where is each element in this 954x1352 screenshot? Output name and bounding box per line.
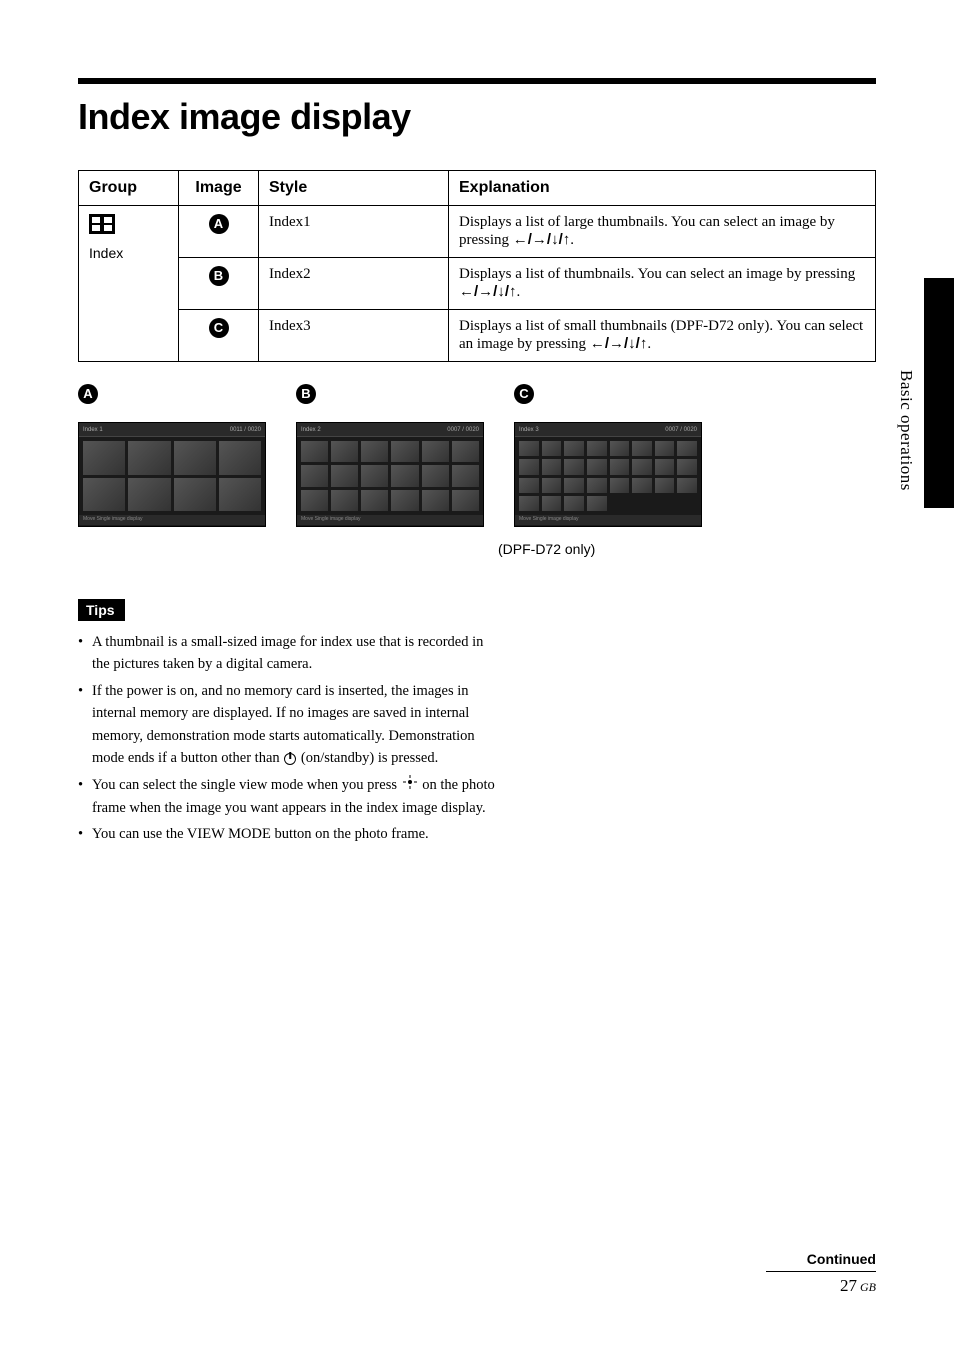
style-cell: Index3 <box>259 310 449 362</box>
exp-pre: Displays a list of thumbnails. You can s… <box>459 266 855 282</box>
page-container: Index image display Group Image Style Ex… <box>0 0 954 1352</box>
thumb-header: Index 3 0007 / 0020 <box>515 423 701 437</box>
tips-item: You can select the single view mode when… <box>78 774 498 819</box>
letter-c-icon: C <box>209 318 229 338</box>
tips-text: You can select the single view mode when… <box>92 777 401 793</box>
page-num-value: 27 <box>840 1276 857 1295</box>
power-icon <box>284 753 296 765</box>
arrow-icons: ←/→/↓/↑ <box>513 231 571 248</box>
th-style: Style <box>259 171 449 206</box>
thumb-header-left: Index 2 <box>301 427 321 433</box>
thumb-header-right: 0007 / 0020 <box>447 427 479 433</box>
thumb-header-right: 0007 / 0020 <box>665 427 697 433</box>
table-row: C Index3 Displays a list of small thumbn… <box>79 310 876 362</box>
continued-label: Continued <box>766 1251 876 1267</box>
thumb-header: Index 2 0007 / 0020 <box>297 423 483 437</box>
thumb-block-b: B Index 2 0007 / 0020 Move Single image d… <box>296 384 484 527</box>
th-group: Group <box>79 171 179 206</box>
enter-icon <box>403 774 417 796</box>
thumb-header: Index 1 0011 / 0020 <box>79 423 265 437</box>
thumb-label: B <box>296 384 484 404</box>
letter-a-icon: A <box>78 384 98 404</box>
thumbnail-previews-row: A Index 1 0011 / 0020 Move Single image d… <box>78 384 876 527</box>
image-cell: B <box>179 258 259 310</box>
thumb-footer: Move Single image display <box>297 515 483 525</box>
letter-a-icon: A <box>209 214 229 234</box>
index-table: Group Image Style Explanation Index A In… <box>78 170 876 362</box>
style-cell: Index1 <box>259 206 449 258</box>
index-grid-icon <box>89 214 115 234</box>
tips-heading: Tips <box>78 599 125 621</box>
tips-item: If the power is on, and no memory card i… <box>78 680 498 770</box>
thumb-screenshot-a: Index 1 0011 / 0020 Move Single image dis… <box>78 422 266 527</box>
th-image: Image <box>179 171 259 206</box>
arrow-icons: ←/→/↓/↑ <box>590 335 648 352</box>
explanation-cell: Displays a list of thumbnails. You can s… <box>449 258 876 310</box>
thumb-label: C <box>514 384 702 404</box>
group-label: Index <box>89 245 168 261</box>
thumb-grid <box>297 437 483 515</box>
thumb-header-right: 0011 / 0020 <box>230 427 261 433</box>
thumb-block-c: C Index 3 0007 / 0020 Move Single image d… <box>514 384 702 527</box>
letter-c-icon: C <box>514 384 534 404</box>
exp-post: . <box>517 284 521 300</box>
footer-rule: 27GB <box>766 1271 876 1296</box>
tips-item: A thumbnail is a small-sized image for i… <box>78 631 498 676</box>
thumb-screenshot-c: Index 3 0007 / 0020 Move Single image dis… <box>514 422 702 527</box>
letter-b-icon: B <box>296 384 316 404</box>
explanation-cell: Displays a list of small thumbnails (DPF… <box>449 310 876 362</box>
thumb-c-caption: (DPF-D72 only) <box>498 541 876 557</box>
exp-post: . <box>647 336 651 352</box>
page-footer: Continued 27GB <box>766 1251 876 1296</box>
tips-text: (on/standby) is pressed. <box>297 750 438 766</box>
table-row: Index A Index1 Displays a list of large … <box>79 206 876 258</box>
th-explanation: Explanation <box>449 171 876 206</box>
thumb-grid <box>515 437 701 515</box>
exp-post: . <box>570 232 574 248</box>
thumb-screenshot-b: Index 2 0007 / 0020 Move Single image dis… <box>296 422 484 527</box>
table-row: B Index2 Displays a list of thumbnails. … <box>79 258 876 310</box>
exp-pre: Displays a list of small thumbnails (DPF… <box>459 318 863 352</box>
page-number: 27GB <box>840 1276 876 1295</box>
title-rule <box>78 78 876 84</box>
table-header-row: Group Image Style Explanation <box>79 171 876 206</box>
group-cell: Index <box>79 206 179 362</box>
thumb-header-left: Index 3 <box>519 427 539 433</box>
thumb-header-left: Index 1 <box>83 427 103 433</box>
explanation-cell: Displays a list of large thumbnails. You… <box>449 206 876 258</box>
letter-b-icon: B <box>209 266 229 286</box>
image-cell: A <box>179 206 259 258</box>
style-cell: Index2 <box>259 258 449 310</box>
thumb-footer: Move Single image display <box>515 515 701 525</box>
page-suffix: GB <box>860 1280 876 1294</box>
thumb-label: A <box>78 384 266 404</box>
thumb-block-a: A Index 1 0011 / 0020 Move Single image d… <box>78 384 266 527</box>
tips-list: A thumbnail is a small-sized image for i… <box>78 631 498 846</box>
thumb-grid <box>79 437 265 515</box>
page-title: Index image display <box>78 96 876 138</box>
image-cell: C <box>179 310 259 362</box>
tips-item: You can use the VIEW MODE button on the … <box>78 823 498 845</box>
arrow-icons: ←/→/↓/↑ <box>459 283 517 300</box>
thumb-footer: Move Single image display <box>79 515 265 525</box>
